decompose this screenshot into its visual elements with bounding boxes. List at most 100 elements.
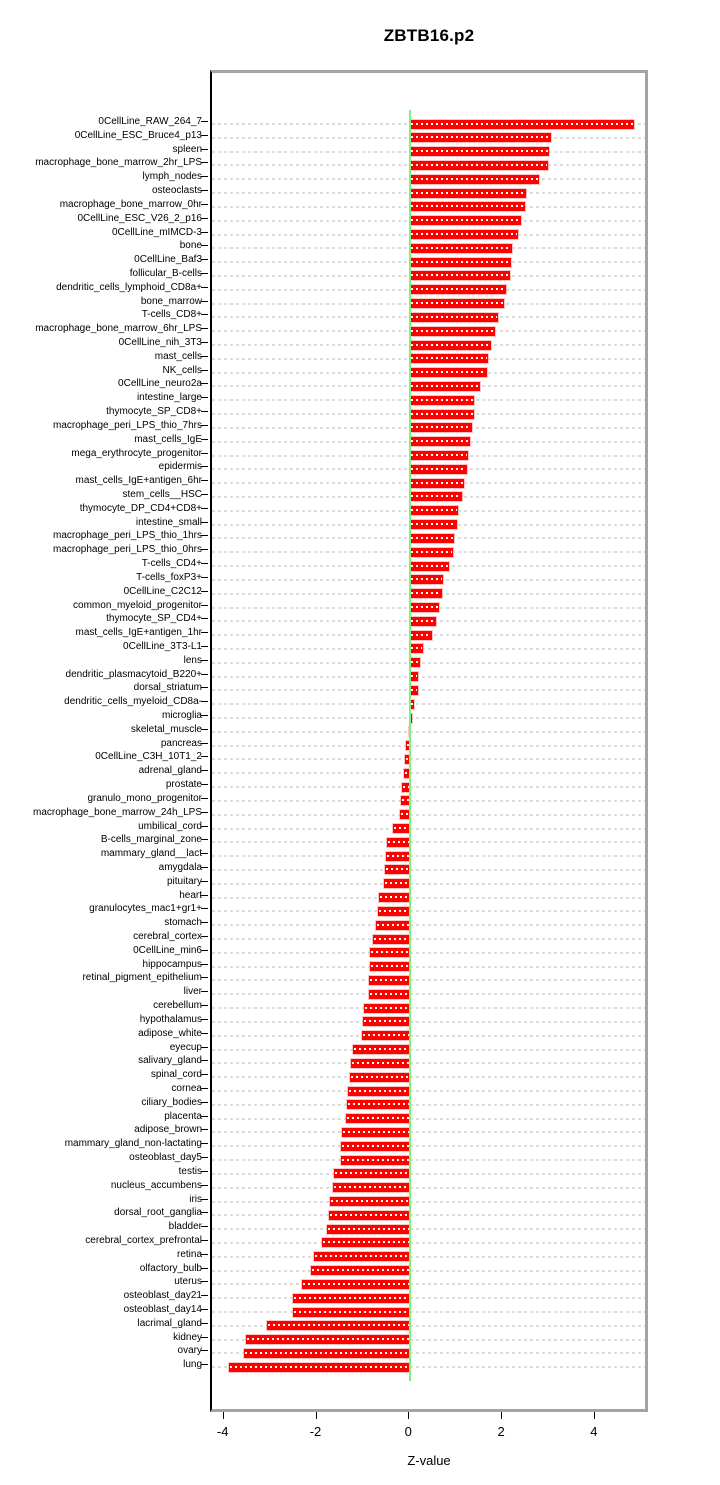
y-tick	[201, 438, 208, 440]
bar-dash-pattern	[411, 329, 495, 332]
bar-dash-pattern	[411, 688, 417, 691]
grid-line	[212, 1076, 645, 1079]
category-label: macrophage_peri_LPS_thio_0hrs	[53, 544, 202, 556]
bar	[410, 202, 525, 212]
bar	[351, 1058, 411, 1068]
category-label: ciliary_bodies	[141, 1096, 202, 1108]
category-label: intestine_small	[135, 516, 202, 528]
category-label: lung	[183, 1359, 202, 1371]
bar-dash-pattern	[411, 274, 509, 277]
bar-dash-pattern	[323, 1241, 410, 1244]
y-tick	[201, 908, 208, 910]
y-tick	[201, 549, 208, 551]
bar	[410, 699, 415, 709]
bar	[410, 147, 549, 157]
bar-dash-pattern	[363, 1034, 410, 1037]
bar	[410, 464, 467, 474]
y-tick	[201, 1322, 208, 1324]
bar	[410, 451, 469, 461]
y-tick	[201, 176, 208, 178]
category-label: placenta	[164, 1110, 202, 1122]
category-label: skeletal_muscle	[130, 723, 202, 735]
category-label: 0CellLine_Baf3	[134, 254, 202, 266]
bar	[410, 133, 551, 143]
bar-dash-pattern	[411, 495, 462, 498]
y-tick	[201, 203, 208, 205]
category-label: stem_cells__HSC	[122, 488, 202, 500]
bar-dash-pattern	[370, 992, 410, 995]
grid-line	[212, 730, 645, 733]
y-tick	[201, 576, 208, 578]
y-tick	[201, 1336, 208, 1338]
category-label: mast_cells_IgE	[134, 433, 202, 445]
y-tick	[201, 742, 208, 744]
bar-dash-pattern	[411, 163, 548, 166]
x-tick-label: 2	[497, 1424, 505, 1439]
category-label: mast_cells_IgE+antigen_6hr	[75, 475, 202, 487]
grid-line	[212, 1103, 645, 1106]
grid-line	[212, 1297, 645, 1300]
bar	[314, 1252, 411, 1262]
grid-line	[212, 855, 645, 858]
bar	[410, 533, 454, 543]
bar-dash-pattern	[294, 1296, 410, 1299]
bar-dash-pattern	[411, 564, 448, 567]
bar	[410, 478, 465, 488]
grid-line	[212, 1324, 645, 1327]
category-label: lymph_nodes	[142, 171, 202, 183]
grid-line	[212, 647, 645, 650]
x-tick	[408, 1412, 410, 1419]
category-label: dorsal_striatum	[133, 682, 202, 694]
bar	[410, 368, 488, 378]
category-label: uterus	[174, 1276, 202, 1288]
category-label: spleen	[172, 143, 202, 155]
bar-dash-pattern	[329, 1213, 410, 1216]
bar	[352, 1045, 411, 1055]
bar	[246, 1335, 411, 1345]
y-tick	[201, 1088, 208, 1089]
bar	[403, 768, 411, 778]
bar-dash-pattern	[411, 384, 480, 387]
grid-line	[212, 799, 645, 802]
category-label: B-cells_marginal_zone	[100, 834, 202, 846]
bar	[346, 1114, 411, 1124]
y-tick	[201, 659, 208, 661]
bar	[378, 893, 411, 903]
bar-dash-pattern	[411, 536, 453, 539]
grid-line	[212, 1172, 645, 1175]
y-tick	[201, 1170, 208, 1172]
bar	[410, 160, 549, 170]
bar	[292, 1307, 411, 1317]
y-tick	[201, 590, 208, 592]
category-label: dendritic_plasmacytoid_B220+	[65, 668, 202, 680]
y-tick	[201, 1018, 208, 1020]
bar	[369, 975, 411, 985]
y-tick	[201, 1032, 208, 1034]
y-tick	[201, 1212, 208, 1214]
bar-dash-pattern	[411, 288, 505, 291]
grid-line	[212, 1020, 645, 1023]
bar	[410, 506, 458, 516]
bar-dash-pattern	[370, 965, 410, 968]
category-label: umbilical_cord	[138, 820, 202, 832]
grid-line	[212, 758, 645, 761]
y-tick	[201, 121, 208, 122]
bar	[406, 741, 411, 751]
bar-dash-pattern	[315, 1255, 410, 1258]
category-label: macrophage_bone_marrow_6hr_LPS	[35, 323, 202, 335]
y-tick	[201, 314, 208, 316]
bar	[410, 271, 510, 281]
y-tick	[201, 231, 208, 233]
y-tick	[201, 701, 208, 703]
bar	[329, 1197, 411, 1207]
bar	[405, 754, 411, 764]
bar-dash-pattern	[363, 1020, 410, 1023]
category-label: mammary_gland_non-lactating	[64, 1138, 202, 1150]
bar-dash-pattern	[394, 827, 410, 830]
category-label: granulocytes_mac1+gr1+	[89, 903, 202, 915]
y-tick	[201, 618, 208, 620]
bar-dash-pattern	[411, 578, 443, 581]
bar-dash-pattern	[247, 1338, 410, 1341]
bar-dash-pattern	[411, 509, 457, 512]
bar-dash-pattern	[268, 1324, 410, 1327]
